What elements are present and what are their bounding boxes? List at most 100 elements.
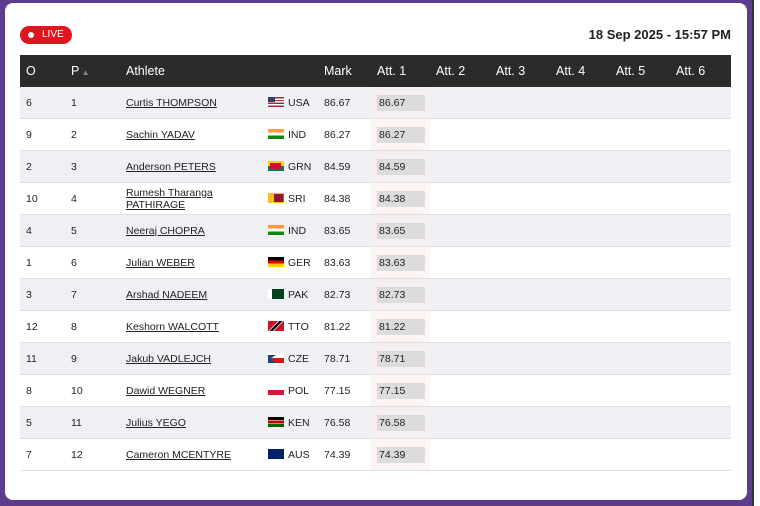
order: 1: [20, 246, 65, 279]
athlete-cell: Neeraj CHOPRA: [120, 214, 262, 247]
country-code: CZE: [288, 352, 309, 365]
attempt-cell: [610, 438, 671, 471]
flag: [268, 224, 284, 235]
attempt-cell: 83.65: [371, 214, 431, 247]
country-cell: USA: [262, 87, 319, 119]
column-header: Athlete: [120, 55, 319, 87]
place: 3: [65, 150, 120, 183]
attempt-cell: [670, 182, 732, 215]
athlete-name[interactable]: Julian WEBER: [126, 256, 195, 269]
place: 12: [65, 438, 120, 471]
attempt-cell: [670, 118, 732, 151]
country-code: USA: [288, 96, 310, 109]
order: 12: [20, 310, 65, 343]
attempt: 74.39: [377, 446, 426, 463]
attempt-cell: [430, 118, 491, 151]
country-cell: AUS: [262, 438, 319, 471]
country-code: IND: [288, 224, 307, 237]
athlete-name[interactable]: Anderson PETERS: [126, 160, 216, 173]
athlete-cell: Rumesh Tharanga PATHIRAGE: [120, 182, 262, 215]
country-code: IND: [288, 128, 307, 141]
country-cell: TTO: [262, 310, 319, 343]
place: 6: [65, 246, 120, 279]
country-cell: IND: [262, 118, 319, 151]
athlete-name[interactable]: Jakub VADLEJCH: [126, 352, 212, 365]
attempt-cell: [610, 374, 671, 407]
attempt-cell: [670, 438, 732, 471]
column-header: Att. 5: [610, 55, 671, 87]
mark: 86.27: [318, 118, 372, 151]
country-cell: SRI: [262, 182, 319, 215]
attempt-cell: [490, 438, 551, 471]
attempt: 84.38: [377, 190, 426, 207]
athlete-cell: Sachin YADAV: [120, 118, 262, 151]
country-cell: POL: [262, 374, 319, 407]
mark: 74.39: [318, 438, 372, 471]
attempt-cell: [610, 246, 671, 279]
order: 6: [20, 87, 65, 119]
attempt-cell: [430, 87, 491, 119]
attempt-cell: [670, 246, 732, 279]
attempt-cell: [610, 342, 671, 375]
result-row: 2 3 Anderson PETERS GRN 84.59 84.59: [20, 150, 732, 183]
attempt-cell: [490, 87, 551, 119]
attempt-cell: [670, 87, 732, 119]
athlete-name[interactable]: Dawid WEGNER: [126, 384, 206, 397]
country-cell: CZE: [262, 342, 319, 375]
athlete-cell: Julius YEGO: [120, 406, 262, 439]
attempt-cell: [550, 374, 611, 407]
athlete-name[interactable]: Julius YEGO: [126, 416, 186, 429]
attempt-cell: [430, 342, 491, 375]
country-code: KEN: [288, 416, 310, 429]
mark: 83.65: [318, 214, 372, 247]
flag: [268, 192, 284, 203]
attempt-cell: [490, 310, 551, 343]
attempt-cell: [550, 246, 611, 279]
flag: [268, 320, 284, 331]
attempt-cell: [610, 182, 671, 215]
athlete-cell: Dawid WEGNER: [120, 374, 262, 407]
column-header: Att. 3: [490, 55, 551, 87]
attempt-cell: 78.71: [371, 342, 431, 375]
live-badge: LIVE: [20, 26, 72, 44]
country-code: GRN: [288, 160, 312, 173]
attempt-cell: [610, 214, 671, 247]
athlete-name[interactable]: Sachin YADAV: [126, 128, 195, 141]
flag: [268, 288, 284, 299]
athlete-name[interactable]: Rumesh Tharanga PATHIRAGE: [126, 186, 213, 211]
attempt-cell: [610, 150, 671, 183]
attempt-cell: [670, 214, 732, 247]
country-code: AUS: [288, 448, 310, 461]
athlete-name[interactable]: Neeraj CHOPRA: [126, 224, 205, 237]
mark: 78.71: [318, 342, 372, 375]
attempt-cell: 77.15: [371, 374, 431, 407]
result-row: 4 5 Neeraj CHOPRA IND 83.65 83.65: [20, 214, 732, 247]
attempt: 78.71: [377, 350, 426, 367]
athlete-cell: Anderson PETERS: [120, 150, 262, 183]
attempt: 83.63: [377, 254, 426, 271]
athlete-cell: Keshorn WALCOTT: [120, 310, 262, 343]
place: 9: [65, 342, 120, 375]
attempt-cell: [430, 406, 491, 439]
attempt-cell: [550, 87, 611, 119]
athlete-name[interactable]: Arshad NADEEM: [126, 288, 208, 301]
mark: 76.58: [318, 406, 372, 439]
order: 8: [20, 374, 65, 407]
order: 11: [20, 342, 65, 375]
attempt: 86.67: [377, 94, 426, 111]
side-panel: [752, 0, 760, 506]
athlete-name[interactable]: Cameron MCENTYRE: [126, 448, 232, 461]
order: 10: [20, 182, 65, 215]
column-header[interactable]: P: [65, 55, 120, 87]
attempt-cell: [430, 150, 491, 183]
attempt-cell: [670, 310, 732, 343]
attempt-cell: [550, 310, 611, 343]
attempt-cell: [550, 342, 611, 375]
mark: 84.38: [318, 182, 372, 215]
flag: [268, 128, 284, 139]
athlete-name[interactable]: Keshorn WALCOTT: [126, 320, 219, 333]
country-cell: GRN: [262, 150, 319, 183]
athlete-name[interactable]: Curtis THOMPSON: [126, 96, 217, 109]
place: 4: [65, 182, 120, 215]
